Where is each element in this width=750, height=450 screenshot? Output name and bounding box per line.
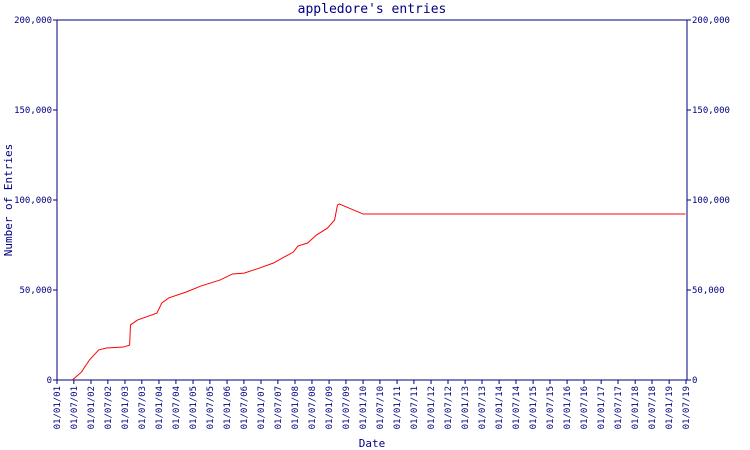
x-tick-label: 01/07/14	[512, 386, 522, 429]
y2-tick-label: 0	[692, 376, 697, 386]
x-tick-label: 01/01/18	[631, 386, 641, 429]
x-tick-label: 01/07/08	[308, 386, 318, 429]
x-tick-label: 01/01/08	[291, 386, 301, 429]
x-tick-label: 01/07/18	[648, 386, 658, 429]
y2-tick-label: 150,000	[692, 106, 730, 116]
x-tick-label: 01/01/17	[597, 386, 607, 429]
x-tick-label: 01/01/07	[257, 386, 267, 429]
x-tick-label: 01/07/06	[240, 386, 250, 429]
x-tick-label: 01/07/16	[580, 386, 590, 429]
y2-tick-label: 50,000	[692, 286, 725, 296]
y-tick-label: 50,000	[19, 286, 52, 296]
x-tick-label: 01/01/03	[121, 386, 131, 429]
x-tick-label: 01/07/05	[206, 386, 216, 429]
x-tick-label: 01/07/04	[172, 386, 182, 429]
x-axis-label: Date	[359, 437, 386, 450]
x-tick-label: 01/01/02	[87, 386, 97, 429]
x-tick-label: 01/01/09	[325, 386, 335, 429]
x-tick-label: 01/07/01	[70, 386, 80, 429]
x-tick-label: 01/07/12	[444, 386, 454, 429]
x-tick-label: 01/01/14	[495, 386, 505, 429]
x-tick-label: 01/01/10	[359, 386, 369, 429]
x-tick-label: 01/01/05	[189, 386, 199, 429]
y2-tick-label: 200,000	[692, 16, 730, 26]
x-tick-label: 01/07/17	[614, 386, 624, 429]
x-tick-label: 01/01/06	[223, 386, 233, 429]
x-tick-label: 01/01/12	[427, 386, 437, 429]
x-tick-label: 01/01/19	[665, 386, 675, 429]
y2-tick-label: 100,000	[692, 196, 730, 206]
chart-title: appledore's entries	[298, 2, 447, 17]
x-tick-label: 01/07/11	[410, 386, 420, 429]
x-tick-label: 01/01/16	[563, 386, 573, 429]
x-tick-label: 01/01/15	[529, 386, 539, 429]
y-tick-label: 0	[47, 376, 52, 386]
data-line	[72, 203, 686, 381]
x-tick-label: 01/01/13	[461, 386, 471, 429]
x-tick-label: 01/01/01	[53, 386, 63, 429]
plot-frame	[56, 19, 688, 381]
x-tick-label: 01/01/11	[393, 386, 403, 429]
x-tick-label: 01/07/03	[138, 386, 148, 429]
x-tick-label: 01/07/19	[682, 386, 692, 429]
x-tick-label: 01/07/09	[342, 386, 352, 429]
y-tick-label: 150,000	[14, 106, 52, 116]
x-tick-label: 01/07/15	[546, 386, 556, 429]
y-tick-label: 100,000	[14, 196, 52, 206]
x-tick-label: 01/01/04	[155, 386, 165, 429]
x-tick-label: 01/07/10	[376, 386, 386, 429]
y-tick-label: 200,000	[14, 16, 52, 26]
x-tick-label: 01/07/02	[104, 386, 114, 429]
x-tick-label: 01/07/13	[478, 386, 488, 429]
y-axis-label: Number of Entries	[2, 144, 15, 257]
x-tick-label: 01/07/07	[274, 386, 284, 429]
